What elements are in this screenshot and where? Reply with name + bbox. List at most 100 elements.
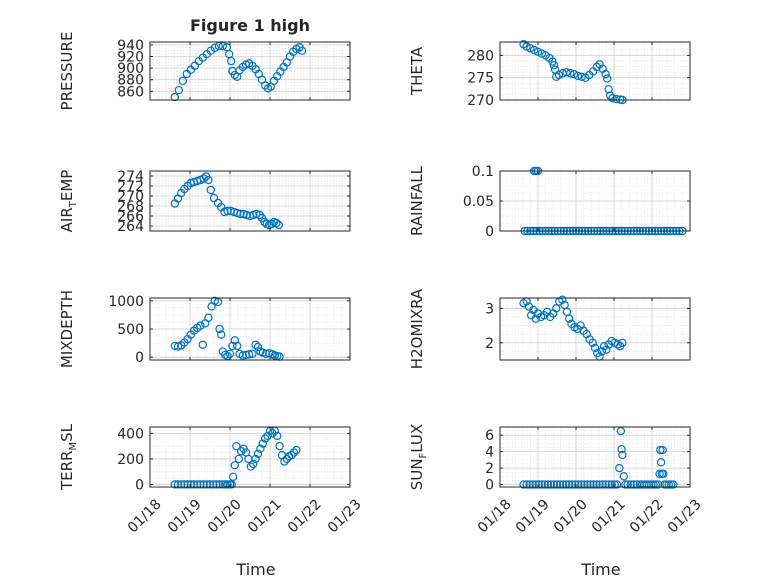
data-point (530, 45, 539, 55)
data-point (533, 47, 543, 57)
data-point (186, 480, 195, 489)
data-point (275, 441, 284, 451)
data-point (558, 480, 568, 489)
data-point (597, 347, 607, 356)
data-point (223, 206, 232, 216)
data-point (666, 480, 676, 489)
data-point (554, 70, 564, 80)
data-point (261, 434, 270, 443)
data-point (618, 450, 627, 460)
subplot-6: 2 3 H2OMIXRA (408, 288, 691, 369)
data-point (659, 469, 668, 479)
y-tick-label: 900 (117, 61, 144, 77)
y-axis-label-subscript: T (68, 200, 79, 208)
data-point (274, 220, 283, 230)
data-point (199, 174, 208, 183)
data-point (626, 480, 635, 489)
data-point (256, 444, 265, 453)
y-tick-label: 3 (485, 301, 494, 317)
axes-box (499, 426, 691, 488)
data-point (655, 469, 664, 479)
axes-box (499, 41, 691, 101)
data-point (669, 480, 678, 489)
y-axis-label: MIXDEPTH (58, 290, 76, 368)
data-point (251, 454, 260, 464)
data-point (236, 447, 246, 456)
axes-box (149, 426, 351, 488)
x-axis-label: Time (580, 560, 620, 579)
y-tick-label: 0 (135, 477, 144, 493)
data-point (629, 480, 638, 489)
x-tick-label: 01/21 (245, 496, 285, 536)
data-point (248, 349, 257, 358)
data-point (592, 480, 601, 489)
data-point (602, 74, 612, 83)
y-axis-label: RAINFALL (408, 165, 426, 236)
data-point (621, 480, 630, 489)
data-point (210, 43, 219, 53)
data-point (561, 480, 571, 489)
data-point (272, 218, 281, 228)
y-tick-label: 6 (485, 428, 494, 444)
y-tick-label: 270 (467, 93, 494, 109)
data-point (552, 480, 562, 489)
y-axis-label-rest: SL (58, 423, 76, 442)
data-point (618, 338, 627, 347)
data-point (612, 94, 621, 104)
data-point (261, 349, 271, 358)
data-point (519, 480, 528, 489)
data-point (619, 472, 629, 481)
data-point (555, 480, 565, 489)
data-point (173, 480, 183, 489)
data-point (227, 480, 236, 489)
data-point (170, 92, 179, 102)
subplot-5: 0 500 1000 MIXDEPTH (58, 290, 351, 368)
data-point (653, 480, 663, 489)
data-point (232, 341, 242, 351)
y-tick-label: 880 (117, 73, 144, 89)
data-point (658, 445, 667, 455)
data-point (592, 62, 602, 72)
data-point (580, 480, 589, 489)
data-point (656, 458, 666, 467)
data-point (571, 480, 580, 489)
data-point (230, 461, 239, 470)
data-point (564, 314, 574, 323)
data-point (192, 480, 202, 489)
data-point (574, 480, 583, 489)
x-tick-label: 01/22 (627, 496, 667, 536)
data-point (604, 85, 613, 94)
data-point (251, 340, 260, 349)
y-axis-label: PRESSURE (58, 32, 76, 111)
data-point (526, 44, 535, 53)
data-point (198, 340, 207, 349)
data-point (543, 480, 553, 489)
x-axis-label: Time (235, 560, 275, 579)
data-point (215, 480, 224, 489)
data-point (577, 480, 586, 489)
data-point (589, 480, 598, 489)
data-point (209, 193, 219, 203)
y-axis-label: AIRTEMP (58, 170, 79, 233)
data-point (287, 450, 296, 460)
data-point (577, 72, 586, 82)
y-tick-label: 940 (117, 38, 144, 54)
data-point (615, 463, 624, 473)
y-tick-label: 0.05 (463, 194, 494, 210)
data-point (608, 94, 617, 103)
data-point (273, 431, 282, 441)
data-point (522, 480, 531, 489)
y-tick-label: 1000 (108, 294, 144, 310)
y-tick-label: 400 (117, 426, 144, 442)
data-point (540, 480, 550, 489)
y-tick-label: 2 (485, 336, 494, 352)
x-tick-label: 01/19 (513, 496, 553, 536)
y-axis-label-rest: EMP (58, 170, 76, 201)
data-point (607, 480, 616, 489)
data-point (649, 480, 658, 489)
y-axis-label: H2OMIXRA (408, 288, 426, 369)
data-point (180, 480, 189, 489)
chart-title: Figure 1 high (190, 16, 310, 35)
data-point (216, 330, 226, 339)
data-point (297, 46, 307, 55)
